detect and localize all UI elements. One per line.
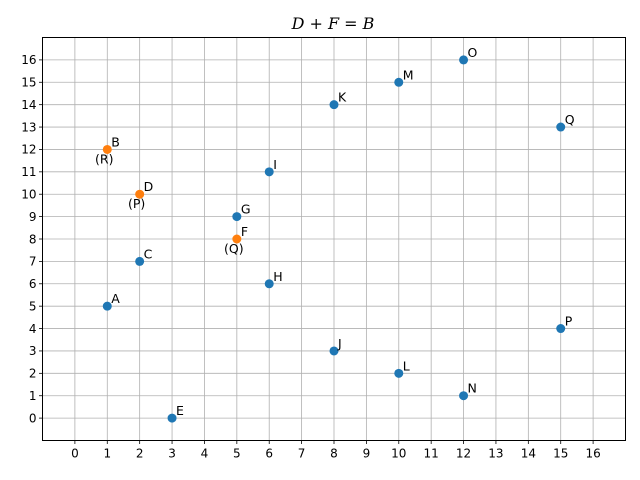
y-tick-label: 3: [29, 344, 37, 358]
y-tick-label: 14: [21, 98, 36, 112]
x-tick-label: 1: [103, 447, 111, 461]
x-tick-label: 5: [233, 447, 241, 461]
point-label-e: E: [176, 403, 184, 418]
x-tick-label: 15: [553, 447, 568, 461]
x-tick-label: 16: [585, 447, 600, 461]
y-tick-label: 12: [21, 143, 36, 157]
x-tick-label: 4: [201, 447, 209, 461]
point-o: [459, 55, 469, 65]
y-tick-label: 8: [29, 232, 37, 246]
data-points: [102, 55, 566, 423]
point-label-q: Q: [565, 112, 575, 127]
point-label-k: K: [338, 90, 347, 105]
point-e: [167, 413, 177, 423]
y-tick-label: 10: [21, 188, 36, 202]
y-tick-label: 7: [29, 255, 37, 269]
point-q: [556, 122, 566, 132]
point-n: [459, 391, 469, 401]
y-tick-label: 0: [29, 411, 37, 425]
x-tick-label: 12: [456, 447, 471, 461]
point-k: [329, 100, 339, 110]
point-label-o: O: [468, 45, 478, 60]
y-tick-label: 13: [21, 120, 36, 134]
point-label-h: H: [273, 269, 282, 284]
y-tick-label: 1: [29, 389, 37, 403]
point-sublabel-f: (Q): [224, 241, 244, 256]
point-label-f: F: [241, 224, 248, 239]
point-label-m: M: [403, 67, 414, 82]
x-tick-label: 14: [521, 447, 536, 461]
y-tick-label: 2: [29, 367, 37, 381]
point-h: [264, 279, 274, 289]
x-tick-label: 13: [488, 447, 503, 461]
y-tick-label: 4: [29, 322, 37, 336]
point-i: [264, 167, 274, 177]
x-tick-label: 8: [330, 447, 338, 461]
y-tick-label: 16: [21, 53, 36, 67]
point-label-c: C: [144, 246, 153, 261]
point-label-l: L: [403, 358, 410, 373]
point-label-i: I: [273, 157, 277, 172]
point-c: [135, 256, 145, 266]
point-labels: A B (R) C D (P) E F (Q) G H I J K L M N O P Q: [95, 45, 575, 418]
point-p: [556, 324, 566, 334]
x-tick-label: 9: [363, 447, 371, 461]
x-tick-label: 0: [71, 447, 79, 461]
point-a: [102, 301, 112, 311]
point-label-p: P: [565, 314, 573, 329]
point-label-d: D: [144, 179, 154, 194]
x-tick-label: 10: [391, 447, 406, 461]
chart-title: D + F = B: [291, 14, 375, 33]
y-tick-label: 5: [29, 299, 37, 313]
point-label-j: J: [337, 336, 342, 351]
x-tick-label: 3: [168, 447, 176, 461]
point-sublabel-d: (P): [128, 196, 145, 211]
y-tick-label: 15: [21, 76, 36, 90]
point-label-n: N: [468, 381, 477, 396]
y-tick-label: 6: [29, 277, 37, 291]
point-m: [394, 77, 404, 87]
point-j: [329, 346, 339, 356]
point-b: [102, 144, 112, 154]
point-d: [135, 189, 145, 199]
y-tick-label: 11: [21, 165, 36, 179]
point-l: [394, 368, 404, 378]
point-g: [232, 212, 242, 222]
x-tick-label: 11: [424, 447, 439, 461]
point-label-a: A: [111, 291, 120, 306]
x-tick-label: 2: [136, 447, 144, 461]
point-f: [232, 234, 242, 244]
point-label-g: G: [241, 202, 251, 217]
x-tick-label: 6: [265, 447, 273, 461]
x-axis: 0 1 2 3 4 5 6 7 8 9 10 11 12 13 14 15 16: [71, 440, 601, 461]
x-tick-label: 7: [298, 447, 306, 461]
plot-frame: [42, 37, 626, 441]
point-label-b: B: [111, 134, 120, 149]
y-tick-label: 9: [29, 210, 37, 224]
grid-lines: [42, 37, 626, 441]
point-sublabel-b: (R): [95, 151, 113, 166]
